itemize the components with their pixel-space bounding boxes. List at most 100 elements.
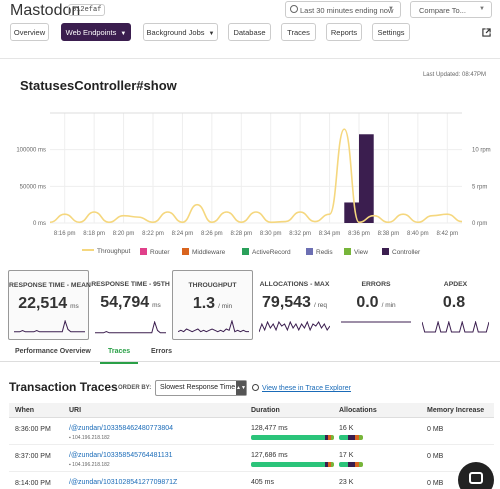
chat-icon bbox=[469, 472, 483, 484]
metric-value: 0.8 bbox=[417, 294, 494, 312]
tab-performance-overview[interactable]: Performance Overview bbox=[15, 348, 91, 355]
y-left-tick: 50000 ms bbox=[20, 184, 46, 190]
x-tick: 8:42 pm bbox=[436, 231, 458, 237]
bar-middleware bbox=[355, 435, 359, 440]
metric-response-mean[interactable]: RESPONSE TIME - MEAN 22,514 ms bbox=[8, 270, 91, 340]
col-uri[interactable]: URI bbox=[69, 407, 82, 414]
nav-database[interactable]: Database bbox=[228, 23, 271, 41]
row-memory: 0 MB bbox=[427, 480, 444, 487]
nav-background-jobs[interactable]: Background Jobs ▼ bbox=[143, 23, 218, 41]
traces-title: Transaction Traces bbox=[9, 380, 118, 394]
nav-settings[interactable]: Settings bbox=[372, 23, 410, 41]
metric-label: APDEX bbox=[443, 281, 468, 288]
legend-controller[interactable]: Controller bbox=[382, 248, 420, 256]
app-header: Mastodon 612efaf Last 30 minutes ending … bbox=[0, 0, 500, 46]
bar-activerecord bbox=[339, 462, 348, 467]
bar-controller bbox=[325, 462, 328, 467]
order-by-label: ORDER BY: bbox=[118, 385, 152, 391]
duration-bar bbox=[251, 462, 334, 467]
legend-router[interactable]: Router bbox=[140, 248, 170, 256]
legend-swatch bbox=[306, 248, 313, 255]
sparkline-path bbox=[14, 320, 85, 333]
legend-swatch bbox=[82, 249, 94, 251]
legend-redis[interactable]: Redis bbox=[306, 248, 333, 256]
metric-sparkline bbox=[95, 321, 166, 334]
row-uri[interactable]: /@zundan/103358545764481131 bbox=[69, 452, 173, 459]
row-uri[interactable]: /@zundan/103358462480773804 bbox=[69, 425, 174, 432]
nav-label: Settings bbox=[377, 28, 405, 37]
row-duration: 127,686 ms bbox=[251, 452, 288, 459]
row-uri[interactable]: /@zundan/103102854127709871Z bbox=[69, 479, 178, 486]
legend-label: Middleware bbox=[192, 249, 226, 256]
col-allocations[interactable]: Allocations bbox=[339, 407, 377, 414]
y-left-tick: 100000 ms bbox=[16, 148, 46, 154]
metric-errors[interactable]: ERRORS 0.0/ min bbox=[336, 270, 416, 340]
y-left-tick: 0 ms bbox=[33, 221, 46, 227]
metric-sparkline bbox=[259, 321, 330, 333]
row-when: 8:37:00 PM bbox=[15, 453, 51, 460]
duration-bar bbox=[251, 435, 334, 440]
trace-explorer-link[interactable]: View these in Trace Explorer bbox=[252, 384, 351, 392]
nav-web-endpoints[interactable]: Web Endpoints ▼ bbox=[61, 23, 131, 41]
metric-label: RESPONSE TIME - 95TH bbox=[91, 281, 170, 288]
trace-explorer-label: View these in Trace Explorer bbox=[262, 385, 351, 392]
tab-errors[interactable]: Errors bbox=[151, 348, 173, 355]
table-row[interactable]: 8:37:00 PM /@zundan/103358545764481131 ▪… bbox=[9, 446, 494, 472]
time-range-picker[interactable]: Last 30 minutes ending now ▼ bbox=[285, 1, 401, 18]
nav-label: Background Jobs bbox=[146, 28, 205, 37]
legend-label: Controller bbox=[392, 249, 421, 256]
metric-apdex[interactable]: APDEX 0.8 bbox=[417, 270, 494, 340]
bar-activerecord bbox=[339, 435, 348, 440]
legend-swatch bbox=[344, 248, 351, 255]
col-memory[interactable]: Memory Increase bbox=[427, 407, 485, 414]
metric-number: 0.0 bbox=[356, 294, 379, 311]
metric-label: ERRORS bbox=[361, 281, 391, 288]
row-duration: 128,477 ms bbox=[251, 425, 288, 432]
table-row[interactable]: 8:36:00 PM /@zundan/103358462480773804 ▪… bbox=[9, 419, 494, 445]
bar-middleware bbox=[355, 462, 359, 467]
legend-swatch bbox=[182, 248, 189, 255]
traces-table-header: When URI Duration Allocations Memory Inc… bbox=[9, 403, 494, 418]
legend-throughput[interactable]: Throughput bbox=[82, 248, 130, 255]
nav-traces[interactable]: Traces bbox=[281, 23, 316, 41]
metric-throughput[interactable]: THROUGHPUT 1.3/ min bbox=[172, 270, 253, 340]
metric-allocations[interactable]: ALLOCATIONS - MAX 79,543/ req bbox=[254, 270, 335, 340]
external-link-icon[interactable] bbox=[482, 28, 491, 37]
nav-reports[interactable]: Reports bbox=[326, 23, 362, 41]
col-duration[interactable]: Duration bbox=[251, 407, 280, 414]
metric-value: 0.0/ min bbox=[336, 294, 416, 312]
tab-traces[interactable]: Traces bbox=[99, 348, 139, 364]
metric-number: 1.3 bbox=[192, 295, 216, 312]
chevron-down-icon: ▼ bbox=[479, 6, 485, 12]
metric-unit: ms bbox=[70, 303, 79, 310]
timeseries-chart[interactable]: 0 ms 50000 ms 100000 ms 0 rpm 5 rpm 10 rpm 8:1… bbox=[0, 101, 500, 251]
sparkline-path bbox=[95, 321, 166, 334]
explorer-icon bbox=[252, 384, 259, 391]
subtabs: Performance Overview Traces Errors bbox=[0, 344, 500, 364]
bar-controller bbox=[348, 462, 355, 467]
order-by-select[interactable]: Slowest Response Time ▲▼ bbox=[155, 380, 247, 396]
metric-number: 79,543 bbox=[262, 294, 311, 311]
sparkline-path bbox=[178, 320, 249, 333]
legend-label: Router bbox=[150, 249, 170, 256]
compare-to-select[interactable]: Compare To... ▼ bbox=[410, 1, 492, 18]
host-icon: ▪ bbox=[69, 435, 73, 441]
y-right-tick: 0 rpm bbox=[472, 221, 487, 227]
legend-middleware[interactable]: Middleware bbox=[182, 248, 225, 256]
metric-sparkline bbox=[178, 320, 249, 333]
table-row[interactable]: 8:14:00 PM /@zundan/103102854127709871Z … bbox=[9, 473, 494, 489]
legend-activerecord[interactable]: ActiveRecord bbox=[242, 248, 291, 256]
nav-label: Overview bbox=[13, 28, 46, 37]
metric-number: 54,794 bbox=[100, 294, 150, 311]
legend-view[interactable]: View bbox=[344, 248, 368, 256]
x-tick: 8:24 pm bbox=[172, 231, 194, 237]
metric-label: THROUGHPUT bbox=[188, 282, 237, 289]
x-tick: 8:22 pm bbox=[142, 231, 164, 237]
row-allocations: 17 K bbox=[339, 452, 354, 459]
col-when[interactable]: When bbox=[15, 407, 35, 414]
chat-button[interactable] bbox=[458, 462, 494, 489]
bar-view bbox=[331, 435, 334, 440]
endpoint-title: StatusesController#show bbox=[20, 78, 177, 93]
nav-overview[interactable]: Overview bbox=[10, 23, 49, 41]
metric-response-95th[interactable]: RESPONSE TIME - 95TH 54,794 ms bbox=[90, 270, 171, 340]
